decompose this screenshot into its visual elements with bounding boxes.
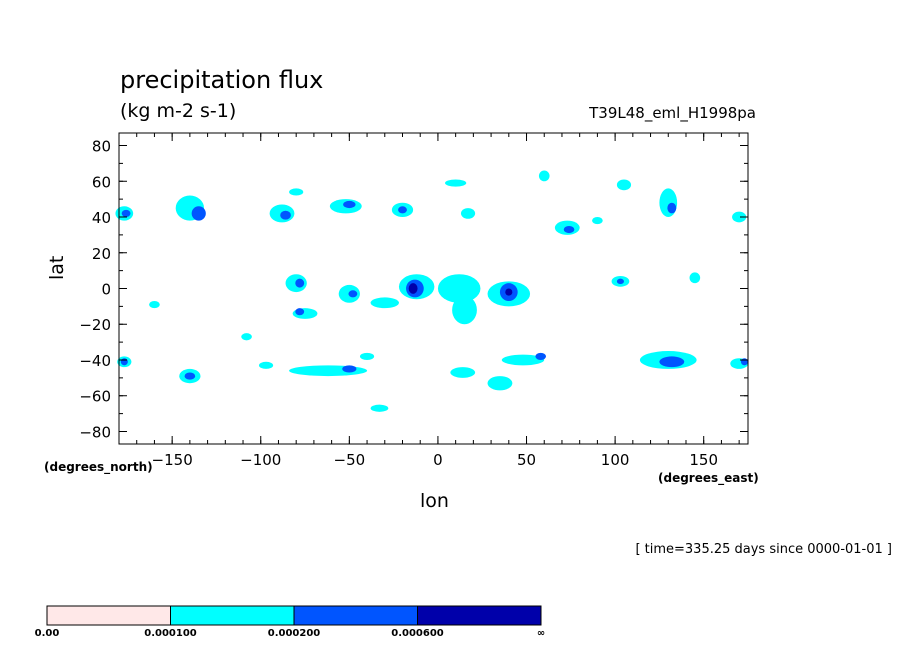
contour-region-13 [659,188,678,218]
contour-region-20 [538,170,550,182]
y-tick-label-8: −80 [79,423,111,441]
contour-region-19 [592,217,603,225]
x-tick-label-2: −50 [334,451,366,469]
contour-region-37 [616,278,624,285]
x-tick-label-3: 0 [433,451,443,469]
y-tick-label-2: 40 [92,209,111,227]
contour-region-14 [667,202,677,214]
colorbar-swatch-0 [46,605,171,626]
contour-region-22 [295,278,305,288]
contour-region-35 [505,288,513,296]
y-axis-title: lat [46,255,68,280]
contour-region-31 [437,274,481,303]
y-tick-label-3: 20 [92,245,111,263]
contour-region-16 [445,179,467,187]
x-tick-label-5: 100 [601,451,630,469]
contour-region-27 [370,297,399,309]
colorbar-level-label-4: ∞ [536,628,546,639]
precipitation-contour-regions [115,170,749,412]
contour-region-17 [732,211,747,223]
x-axis-title: lon [420,490,449,512]
contour-region-44 [258,361,274,369]
colorbar-swatch-2 [293,605,418,626]
x-tick-label-1: −100 [240,451,281,469]
colorbar-level-label-2: 0.000200 [267,628,321,639]
time-note: [ time=335.25 days since 0000-01-01 ] [635,542,892,557]
contour-region-53 [659,356,685,368]
axis-ticks: −150 −100 −50 0 50 100 150 80 60 40 20 0 −20 −40 −60 −8… [79,133,748,469]
contour-region-48 [450,367,476,378]
contour-region-55 [740,358,749,366]
contour-region-1 [121,209,131,218]
contour-region-15 [616,179,632,191]
contour-region-30 [408,283,418,294]
contour-region-47 [359,352,375,360]
y-tick-label-0: 80 [92,138,111,156]
contour-region-26 [295,308,305,316]
x-tick-label-4: 50 [517,451,536,469]
contour-region-46 [342,365,357,373]
contour-region-32 [452,295,477,325]
run-id: T39L48_eml_H1998pa [589,104,756,122]
contour-region-18 [289,188,304,196]
chart-units: (kg m-2 s-1) [120,100,237,122]
colorbar-swatch-3 [417,605,542,626]
contour-region-56 [241,333,252,341]
contour-region-3 [191,206,206,221]
contour-region-41 [120,358,128,366]
colorbar-level-label-1: 0.000100 [144,628,197,639]
contour-region-50 [501,354,545,366]
contour-region-24 [348,290,358,298]
chart-title: precipitation flux [120,66,324,94]
contour-region-38 [689,272,701,284]
colorbar [46,605,542,626]
y-tick-label-7: −60 [79,388,111,406]
contour-region-9 [398,206,407,214]
contour-region-39 [149,301,160,309]
contour-region-49 [487,376,513,391]
y-tick-label-1: 60 [92,173,111,191]
colorbar-level-label-3: 0.000600 [391,628,444,639]
contour-region-5 [280,210,291,220]
contour-region-43 [184,372,196,380]
x-axis-units: (degrees_east) [658,471,759,485]
contour-region-12 [563,225,575,234]
y-tick-label-4: 0 [101,281,111,299]
contour-region-57 [370,404,389,412]
y-axis-units: (degrees_north) [44,460,153,474]
y-tick-label-5: −20 [79,316,111,334]
plot-frame [118,132,749,445]
x-tick-label-6: 150 [689,451,718,469]
colorbar-level-label-0: 0.00 [34,628,60,639]
contour-region-51 [535,352,547,360]
contour-region-7 [343,200,356,209]
y-tick-label-6: −40 [79,352,111,370]
x-tick-label-0: −150 [152,451,193,469]
colorbar-swatch-1 [170,605,295,626]
contour-region-10 [460,208,476,219]
